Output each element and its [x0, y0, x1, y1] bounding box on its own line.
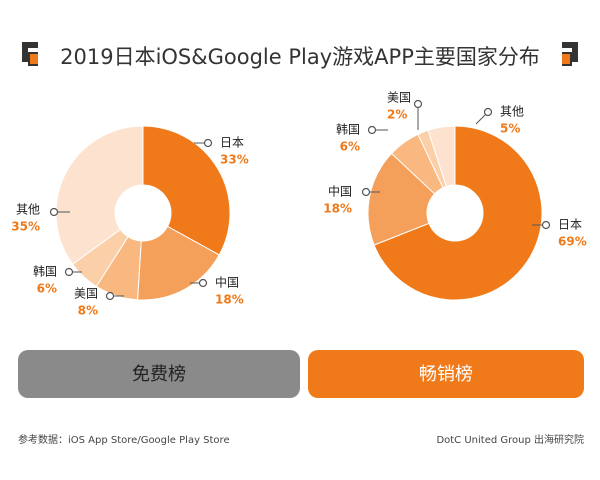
slice-label: 其他 [16, 203, 40, 217]
slice-value: 8% [78, 304, 98, 318]
corner-icon [562, 54, 570, 64]
tab-label[interactable]: 畅销榜 [419, 364, 473, 385]
slice-value: 6% [37, 282, 57, 296]
pie-slice [142, 125, 231, 256]
slice-label: 日本 [558, 218, 582, 232]
tab-label[interactable]: 免费榜 [132, 364, 186, 385]
corner-icon [30, 54, 38, 64]
slice-label: 中国 [328, 184, 352, 199]
slice-label: 其他 [500, 105, 524, 119]
slice-value: 35% [11, 220, 40, 234]
leader-dot [367, 125, 377, 135]
leader-dot [198, 278, 208, 288]
slice-label: 中国 [215, 275, 239, 290]
slice-label: 日本 [220, 136, 244, 150]
slice-label: 美国 [74, 287, 98, 301]
leader-dot [483, 107, 493, 117]
tab-button[interactable] [18, 350, 300, 398]
slice-label: 美国 [387, 91, 411, 105]
slice-value: 18% [323, 202, 352, 216]
slice-value: 69% [558, 235, 587, 249]
slice-value: 18% [215, 293, 244, 307]
slice-value: 33% [220, 153, 249, 167]
leader-dot [49, 207, 59, 217]
credit-note: DotC United Group 出海研究院 [436, 433, 584, 446]
pie-slice [427, 125, 456, 187]
leader-dot [361, 187, 371, 197]
slice-value: 5% [500, 122, 520, 136]
source-note: 参考数据：iOS App Store/Google Play Store [18, 433, 230, 446]
chart-title: 2019日本iOS&Google Play游戏APP主要国家分布 [60, 45, 540, 69]
leader-dot [541, 220, 551, 230]
leader-dot [203, 138, 213, 148]
pie-slice [373, 125, 543, 301]
slice-label: 韩国 [336, 122, 360, 137]
leader-dot [105, 291, 115, 301]
leader-dot [413, 99, 423, 109]
slice-value: 2% [387, 108, 407, 122]
slice-value: 6% [340, 140, 360, 154]
tab-button[interactable] [308, 350, 584, 398]
pie-slice [137, 225, 220, 301]
leader-dot [64, 267, 74, 277]
pie-slice [55, 125, 144, 265]
slice-label: 韩国 [33, 264, 57, 279]
pie-slice [367, 152, 436, 246]
